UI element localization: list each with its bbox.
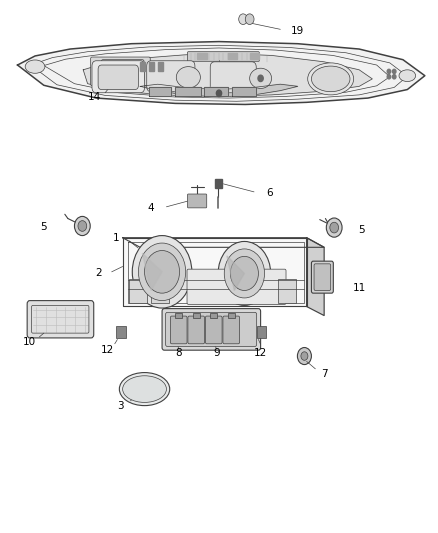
Text: 12: 12 [101, 345, 114, 354]
Circle shape [392, 75, 396, 79]
FancyBboxPatch shape [314, 264, 331, 290]
FancyBboxPatch shape [187, 194, 207, 208]
Ellipse shape [307, 63, 354, 95]
Bar [232, 87, 256, 96]
Circle shape [224, 249, 265, 298]
Polygon shape [123, 238, 307, 306]
Polygon shape [18, 42, 425, 104]
FancyBboxPatch shape [98, 65, 138, 90]
Polygon shape [140, 84, 298, 97]
Text: 8: 8 [175, 348, 182, 358]
FancyBboxPatch shape [162, 309, 261, 350]
Text: 19: 19 [291, 26, 304, 36]
Circle shape [301, 352, 308, 360]
Bar [175, 313, 182, 318]
Ellipse shape [123, 376, 166, 402]
FancyBboxPatch shape [91, 57, 150, 86]
Circle shape [218, 241, 271, 305]
Polygon shape [227, 256, 244, 290]
Bar [158, 62, 163, 71]
Polygon shape [123, 238, 324, 247]
Polygon shape [83, 53, 372, 96]
Text: 9: 9 [213, 348, 220, 358]
Bar [151, 279, 169, 303]
Polygon shape [142, 253, 162, 290]
Circle shape [230, 256, 258, 290]
Text: 2: 2 [95, 269, 102, 278]
FancyBboxPatch shape [170, 316, 187, 344]
Circle shape [74, 216, 90, 236]
Circle shape [245, 14, 254, 25]
Bar [210, 313, 217, 318]
Bar [215, 179, 222, 188]
Text: 7: 7 [321, 369, 328, 379]
FancyBboxPatch shape [147, 61, 195, 92]
FancyBboxPatch shape [210, 62, 256, 93]
Circle shape [258, 75, 263, 82]
Text: 11: 11 [353, 283, 366, 293]
FancyBboxPatch shape [311, 261, 333, 293]
Text: 14: 14 [88, 92, 101, 102]
Circle shape [216, 90, 222, 96]
Circle shape [132, 236, 192, 308]
Text: 3: 3 [117, 401, 124, 411]
Circle shape [387, 75, 391, 79]
FancyBboxPatch shape [223, 316, 240, 344]
FancyBboxPatch shape [92, 61, 145, 93]
Bar [228, 53, 237, 59]
Bar [149, 87, 171, 96]
Bar [149, 62, 154, 71]
Circle shape [145, 251, 180, 293]
Polygon shape [307, 238, 324, 316]
FancyBboxPatch shape [27, 301, 94, 338]
Circle shape [239, 14, 247, 25]
Text: 5: 5 [358, 225, 365, 235]
Circle shape [330, 222, 339, 233]
Circle shape [392, 69, 396, 74]
FancyBboxPatch shape [101, 60, 144, 82]
Text: 5: 5 [40, 222, 47, 231]
FancyBboxPatch shape [188, 316, 205, 344]
Circle shape [297, 348, 311, 365]
Bar [250, 53, 259, 59]
Circle shape [326, 218, 342, 237]
Bar [278, 279, 296, 303]
Ellipse shape [250, 68, 272, 88]
Text: 4: 4 [148, 204, 155, 213]
Circle shape [78, 221, 87, 231]
Text: 6: 6 [266, 188, 273, 198]
Bar [193, 313, 200, 318]
Bar [197, 53, 207, 59]
Bar [175, 87, 201, 96]
Text: 12: 12 [254, 348, 267, 358]
FancyBboxPatch shape [205, 316, 222, 344]
Ellipse shape [119, 373, 170, 406]
Bar [116, 326, 126, 338]
Ellipse shape [311, 66, 350, 92]
Ellipse shape [25, 60, 45, 74]
Ellipse shape [176, 67, 200, 88]
FancyBboxPatch shape [166, 312, 257, 346]
Bar [140, 62, 145, 71]
Bar [204, 87, 228, 96]
Circle shape [387, 69, 391, 74]
Circle shape [138, 243, 186, 301]
Text: 1: 1 [113, 233, 120, 243]
Ellipse shape [399, 70, 416, 82]
FancyBboxPatch shape [187, 52, 259, 61]
Bar [129, 279, 147, 303]
Bar [228, 313, 235, 318]
Bar [257, 326, 266, 338]
Text: 10: 10 [23, 337, 36, 347]
FancyBboxPatch shape [187, 269, 286, 304]
